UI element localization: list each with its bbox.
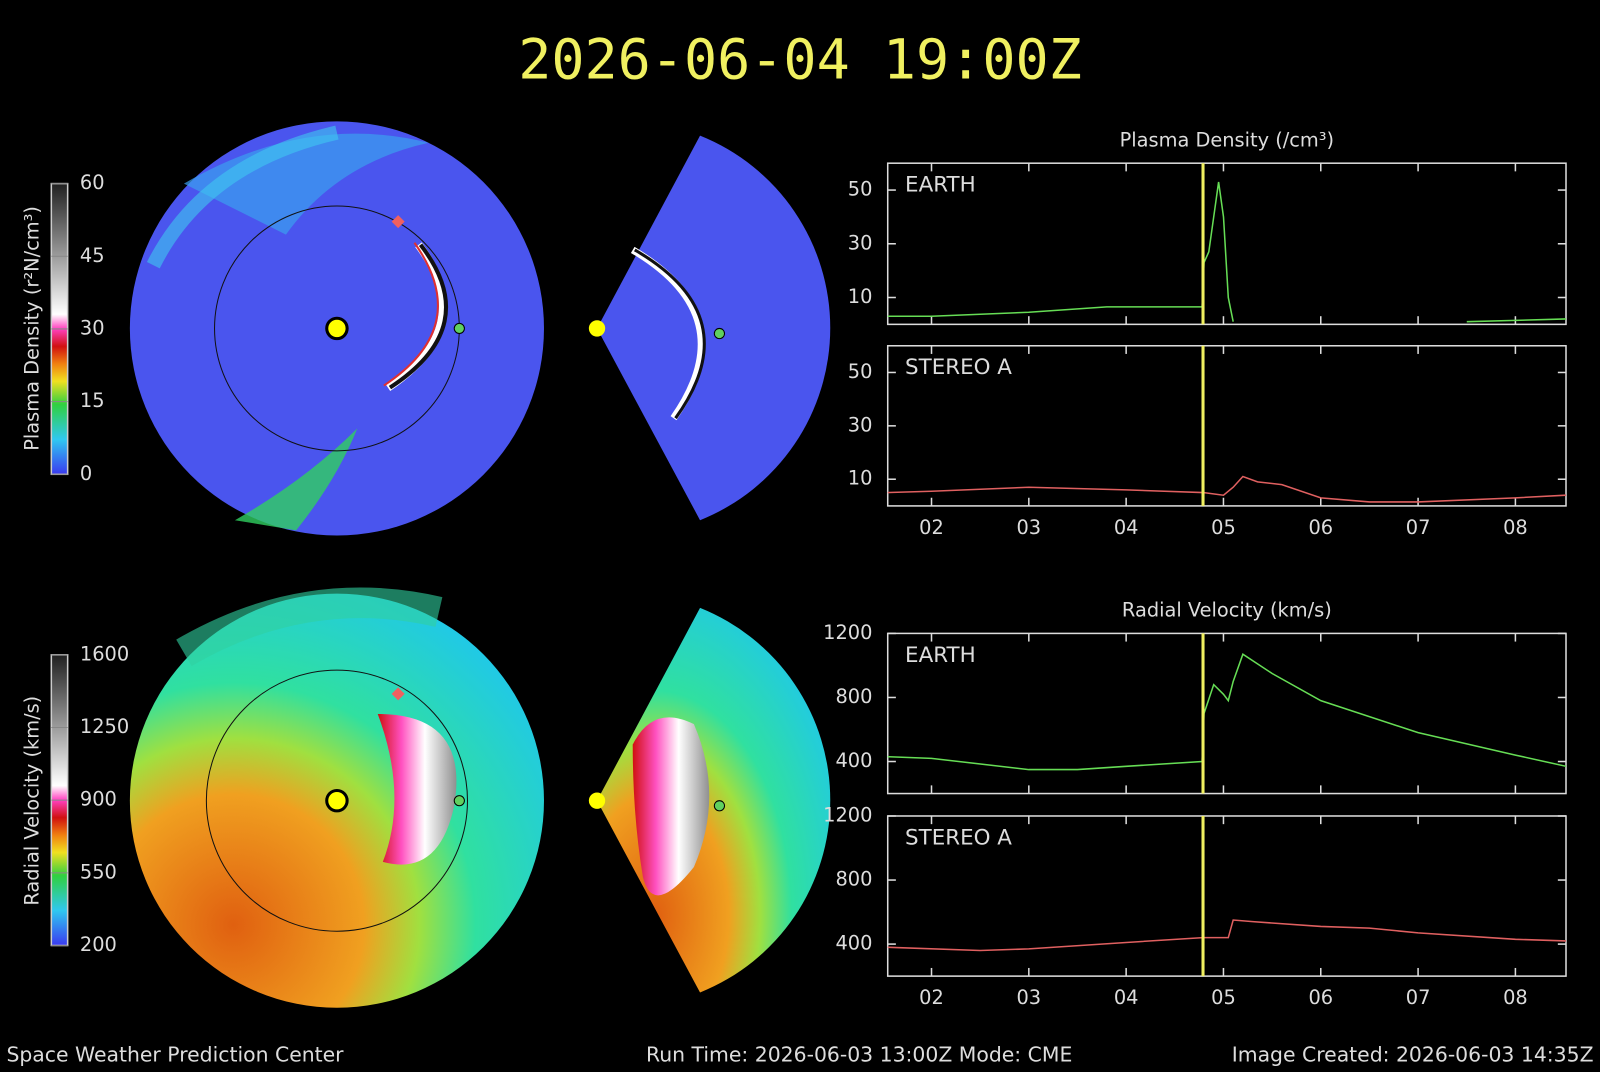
data-line: [887, 181, 1567, 323]
x-tick-label: 05: [1211, 516, 1236, 539]
x-tick-label: 04: [1114, 516, 1139, 539]
footer-right: Image Created: 2026-06-03 14:35Z: [1232, 1043, 1594, 1067]
y-tick-label: 400: [835, 749, 872, 772]
density-map: [129, 121, 831, 536]
x-tick-label: 03: [1017, 516, 1042, 539]
x-tick-label: 06: [1308, 516, 1333, 539]
colorbar-tick-label: 30: [80, 316, 105, 339]
x-tick-label: 04: [1114, 986, 1139, 1009]
y-tick-label: 30: [848, 231, 873, 254]
colorbar-label: Plasma Density (r²N/cm³): [20, 206, 43, 451]
x-tick-label: 07: [1406, 516, 1431, 539]
panel-label: EARTH: [905, 173, 976, 198]
colorbar-tick-label: 15: [80, 389, 105, 412]
y-tick-label: 800: [835, 868, 872, 891]
colorbar-tick-label: 45: [80, 244, 105, 267]
colorbar-tick-label: 60: [80, 171, 105, 194]
data-line: [887, 653, 1567, 771]
y-tick-label: 1200: [823, 621, 872, 644]
plot-frame: [886, 815, 1567, 977]
x-tick-label: 02: [919, 986, 944, 1009]
colorbar-tick-label: 900: [80, 788, 117, 811]
y-tick-label: 50: [848, 178, 873, 201]
x-tick-label: 02: [919, 516, 944, 539]
footer-left: Space Weather Prediction Center: [6, 1043, 344, 1067]
y-tick-label: 400: [835, 932, 872, 955]
colorbar-tick-label: 550: [80, 860, 117, 883]
panel-label: STEREO A: [905, 825, 1012, 850]
y-tick-label: 30: [848, 413, 873, 436]
y-tick-label: 800: [835, 685, 872, 708]
data-line: [887, 919, 1567, 952]
x-tick-label: 06: [1308, 986, 1333, 1009]
velocity-map: [129, 587, 831, 1008]
y-tick-label: 1200: [823, 803, 872, 826]
plot-frame: [886, 632, 1567, 795]
y-tick-label: 50: [848, 360, 873, 383]
x-tick-label: 05: [1211, 986, 1236, 1009]
x-tick-label: 08: [1503, 516, 1528, 539]
y-tick-label: 10: [848, 467, 873, 490]
data-line: [887, 475, 1567, 503]
panel-title: Radial Velocity (km/s): [1122, 598, 1332, 621]
x-tick-label: 08: [1503, 986, 1528, 1009]
panel-label: EARTH: [905, 643, 976, 668]
x-tick-label: 07: [1406, 986, 1431, 1009]
panel-title: Plasma Density (/cm³): [1120, 128, 1335, 151]
colorbar-tick-label: 200: [80, 933, 117, 956]
colorbar-tick-label: 0: [80, 462, 92, 485]
colorbar-label: Radial Velocity (km/s): [20, 696, 43, 906]
colorbar-tick-label: 1250: [80, 715, 129, 738]
y-tick-label: 10: [848, 285, 873, 308]
panel-label: STEREO A: [905, 355, 1012, 380]
main-title: 2026-06-04 19:00Z: [518, 27, 1082, 91]
x-tick-label: 03: [1017, 986, 1042, 1009]
colorbar-tick-label: 1600: [80, 642, 129, 665]
plot-frame: [886, 162, 1567, 326]
footer-center: Run Time: 2026-06-03 13:00Z Mode: CME: [646, 1043, 1072, 1067]
